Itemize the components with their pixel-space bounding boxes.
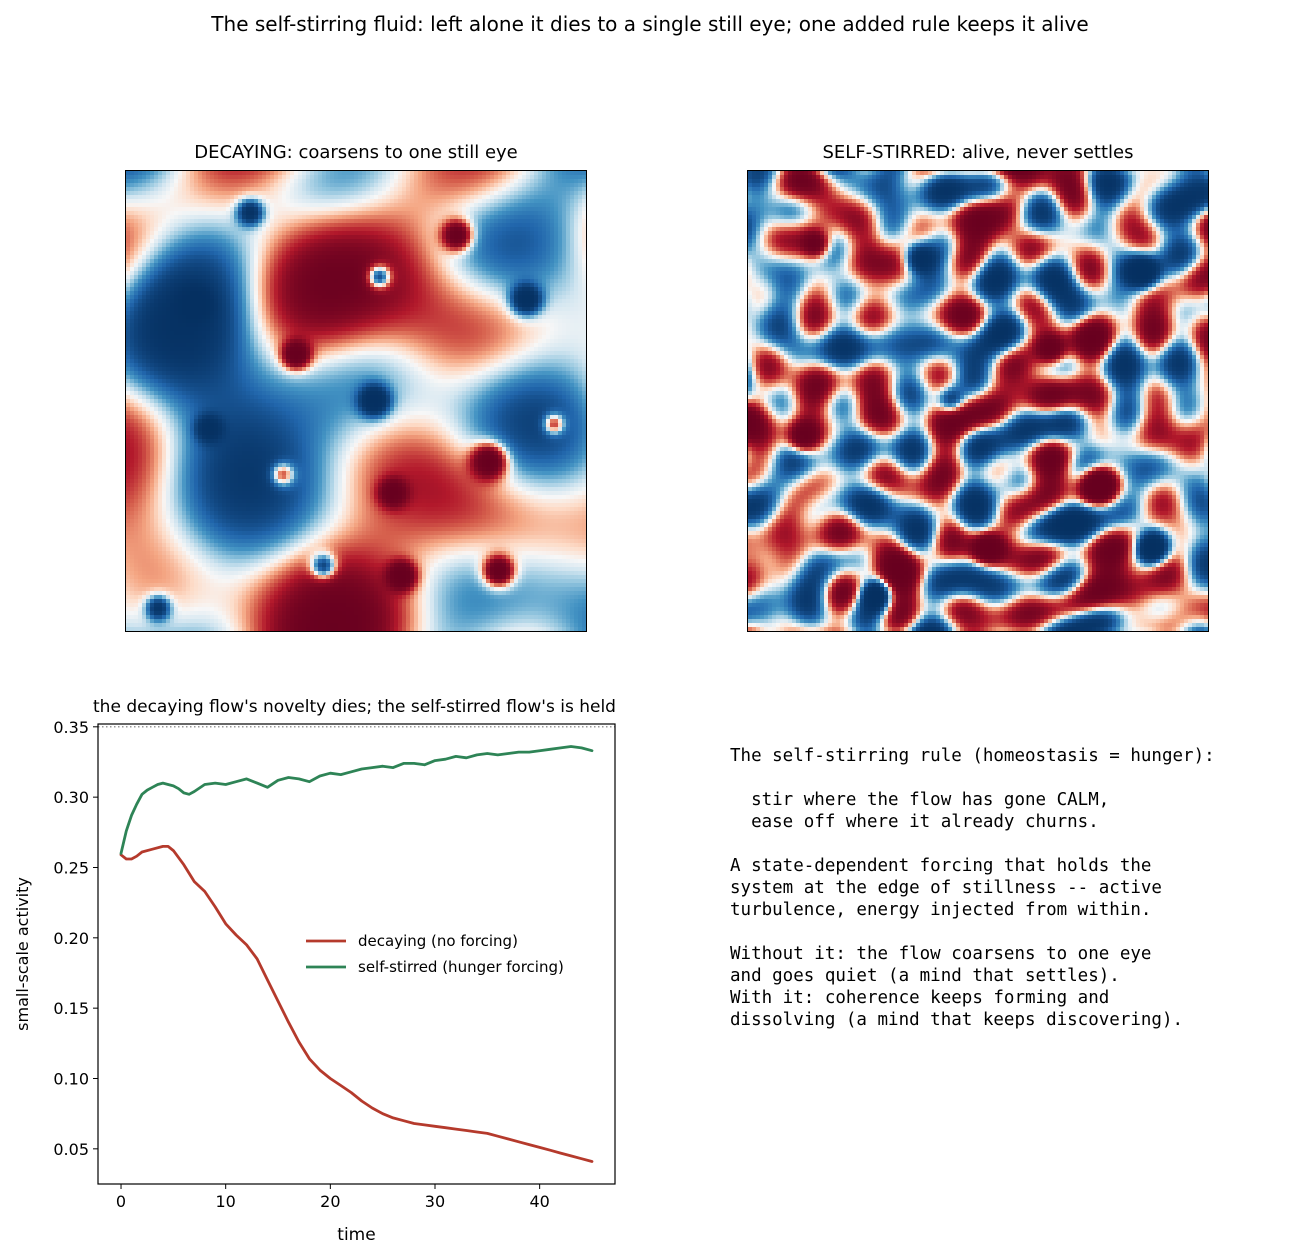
explanation-line: dissolving (a mind that keeps discoverin… xyxy=(730,1010,1183,1030)
explanation-line: With it: coherence keeps forming and xyxy=(730,988,1109,1008)
x-tick-label: 10 xyxy=(216,1192,236,1211)
figure-title: The self-stirring fluid: left alone it d… xyxy=(0,12,1300,36)
chart-title: the decaying flow's novelty dies; the se… xyxy=(93,697,616,717)
y-tick-label: 0.25 xyxy=(53,858,89,877)
legend-label-0: decaying (no forcing) xyxy=(358,932,518,950)
legend: decaying (no forcing) self-stirred (hunge… xyxy=(306,932,564,976)
explanation-line: system at the edge of stillness -- activ… xyxy=(730,878,1162,898)
stirred-vorticity-field xyxy=(747,170,1209,632)
explanation-line: The self-stirring rule (homeostasis = hu… xyxy=(730,746,1215,766)
y-tick-label: 0.30 xyxy=(53,788,89,807)
y-tick-label: 0.35 xyxy=(53,718,89,737)
activity-line-chart: 0 10 20 30 40 0.05 0.10 0.15 0.20 0.25 0.30 0.35the… xyxy=(13,697,616,1245)
explanation-line: turbulence, energy injected from within. xyxy=(730,900,1151,920)
y-tick-label: 0.10 xyxy=(53,1069,89,1088)
x-tick-label: 30 xyxy=(425,1192,445,1211)
decaying-panel-title: DECAYING: coarsens to one still eye xyxy=(126,142,586,163)
explanation-line: and goes quiet (a mind that settles). xyxy=(730,966,1120,986)
decaying-vorticity-field xyxy=(125,170,587,632)
explanation-line: stir where the flow has gone CALM, xyxy=(730,790,1109,810)
series-line-0 xyxy=(119,844,594,1163)
y-tick-label: 0.15 xyxy=(53,999,89,1018)
y-tick-label: 0.20 xyxy=(53,929,89,948)
x-axis-label: time xyxy=(337,1225,375,1245)
stirred-field-image xyxy=(748,171,1208,631)
y-axis-label: small-scale activity xyxy=(13,877,32,1031)
explanation-text: The self-stirring rule (homeostasis = hu… xyxy=(730,745,1215,1031)
explanation-line: A state-dependent forcing that holds the xyxy=(730,856,1151,876)
explanation-line: Without it: the flow coarsens to one eye xyxy=(730,944,1151,964)
legend-label-1: self-stirred (hunger forcing) xyxy=(358,958,564,976)
series-line-1 xyxy=(119,745,594,855)
y-tick-label: 0.05 xyxy=(53,1140,89,1159)
x-tick-label: 40 xyxy=(529,1192,549,1211)
decaying-field-image xyxy=(126,171,586,631)
explanation-line: ease off where it already churns. xyxy=(730,812,1099,832)
x-tick-label: 0 xyxy=(116,1192,126,1211)
x-tick-label: 20 xyxy=(320,1192,340,1211)
stirred-panel-title: SELF-STIRRED: alive, never settles xyxy=(748,142,1208,163)
plot-frame xyxy=(97,723,616,1185)
